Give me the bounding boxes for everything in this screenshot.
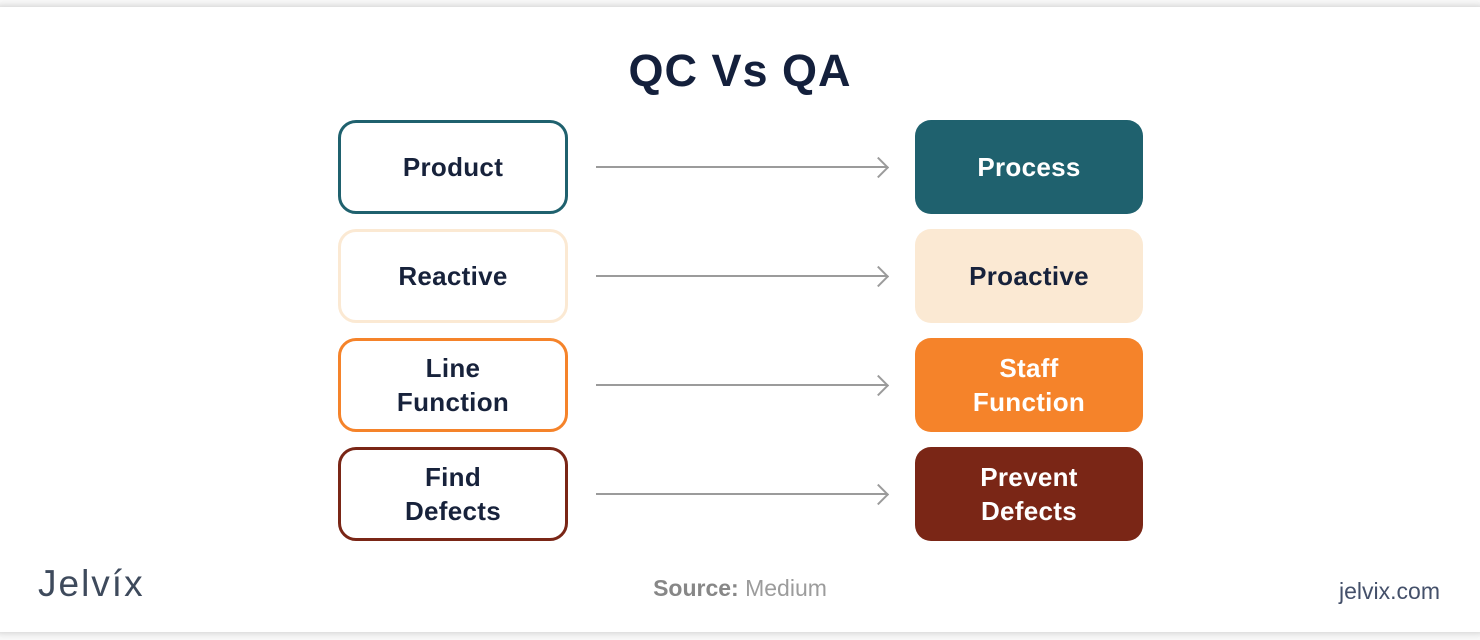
page-title: QC Vs QA — [628, 45, 852, 96]
source-attribution: Source: Medium — [0, 575, 1480, 602]
qa-box-label: Process — [977, 151, 1081, 182]
arrow-right-icon — [596, 493, 887, 495]
qa-box: Staff Function — [915, 338, 1143, 432]
qc-box-label: Line Function — [396, 352, 510, 417]
arrow-right-icon — [596, 275, 887, 277]
website-link: jelvix.com — [1339, 578, 1440, 604]
infographic-card: QC Vs QA Product Process Reactive Proact… — [0, 7, 1480, 632]
arrow-wrap — [568, 447, 915, 541]
qa-box-label: Prevent Defects — [980, 461, 1078, 526]
qc-box: Product — [338, 120, 568, 214]
qa-box-label: Staff Function — [972, 352, 1086, 417]
qc-box: Find Defects — [338, 447, 568, 541]
comparison-row: Find Defects Prevent Defects — [338, 447, 1143, 541]
qc-box-label: Find Defects — [404, 461, 502, 526]
qc-box: Line Function — [338, 338, 568, 432]
comparison-rows: Product Process Reactive Proactive Line … — [338, 120, 1143, 556]
arrow-wrap — [568, 120, 915, 214]
comparison-row: Line Function Staff Function — [338, 338, 1143, 432]
qa-box-label: Proactive — [969, 260, 1089, 291]
qc-box-label: Reactive — [398, 260, 508, 291]
qc-box-label: Product — [402, 151, 504, 182]
arrow-wrap — [568, 229, 915, 323]
arrow-wrap — [568, 338, 915, 432]
source-label: Source: — [653, 575, 739, 601]
arrow-right-icon — [596, 166, 887, 168]
comparison-row: Reactive Proactive — [338, 229, 1143, 323]
brand-logo: Jelvíx — [38, 563, 145, 604]
source-value: Medium — [745, 575, 827, 601]
qc-box: Reactive — [338, 229, 568, 323]
qa-box: Prevent Defects — [915, 447, 1143, 541]
qa-box: Proactive — [915, 229, 1143, 323]
arrow-right-icon — [596, 384, 887, 386]
qa-box: Process — [915, 120, 1143, 214]
comparison-row: Product Process — [338, 120, 1143, 214]
